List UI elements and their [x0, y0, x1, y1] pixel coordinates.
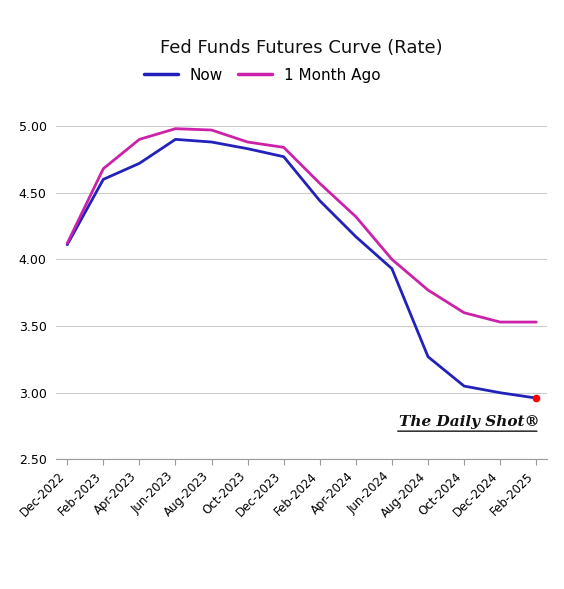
1 Month Ago	[316, 180, 323, 187]
Legend: Now, 1 Month Ago: Now, 1 Month Ago	[144, 68, 381, 82]
Line: Now: Now	[67, 140, 536, 398]
Now	[461, 382, 468, 389]
Now	[316, 197, 323, 204]
1 Month Ago	[64, 240, 70, 247]
1 Month Ago	[244, 138, 251, 145]
Now	[352, 233, 359, 240]
Now	[533, 395, 540, 402]
1 Month Ago	[136, 136, 143, 143]
1 Month Ago	[533, 319, 540, 326]
Now	[244, 145, 251, 152]
1 Month Ago	[425, 286, 431, 293]
1 Month Ago	[208, 127, 215, 134]
Now	[64, 241, 70, 248]
Now	[208, 138, 215, 145]
Title: Fed Funds Futures Curve (Rate): Fed Funds Futures Curve (Rate)	[160, 39, 443, 57]
1 Month Ago	[461, 309, 468, 316]
1 Month Ago	[280, 144, 287, 151]
Now	[136, 160, 143, 167]
Text: The Daily Shot®: The Daily Shot®	[399, 415, 540, 429]
Line: 1 Month Ago: 1 Month Ago	[67, 128, 536, 322]
Now	[497, 389, 504, 396]
Now	[280, 153, 287, 160]
1 Month Ago	[352, 213, 359, 220]
Now	[100, 176, 107, 183]
1 Month Ago	[497, 319, 504, 326]
1 Month Ago	[172, 125, 179, 132]
Now	[172, 136, 179, 143]
Now	[389, 265, 395, 272]
Now	[425, 353, 431, 360]
1 Month Ago	[100, 165, 107, 172]
1 Month Ago	[389, 256, 395, 263]
